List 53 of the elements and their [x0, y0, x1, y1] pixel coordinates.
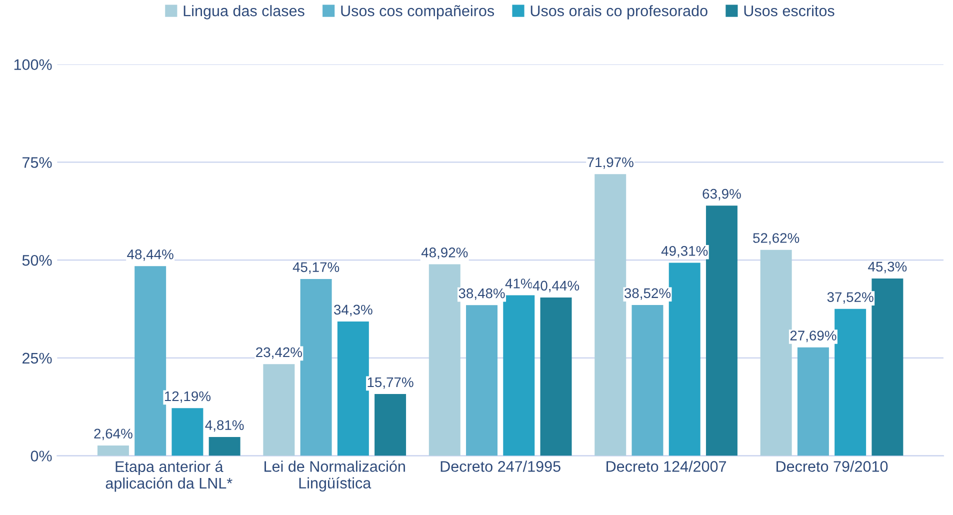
legend-label: Lingua das clases [184, 5, 304, 20]
bar [872, 278, 904, 456]
data-label: 45,3% [868, 262, 907, 274]
x-tick-label: Etapa anterior á aplicación da LNL* [106, 460, 232, 492]
x-tick-label: Decreto 247/1995 [440, 460, 560, 472]
x-tick-label: Decreto 79/2010 [776, 460, 888, 472]
data-label: 12,19% [164, 391, 211, 403]
data-label: 49,31% [661, 246, 708, 258]
bar [668, 262, 700, 456]
data-label: 71,97% [588, 157, 634, 169]
y-tick-label: 0% [30, 450, 52, 462]
legend-label: Usos orais co profesorado [530, 5, 708, 20]
data-label: 45,17% [292, 262, 340, 274]
y-tick-label: 50% [22, 254, 52, 266]
legend-label: Usos escritos [744, 5, 834, 16]
y-tick-label: 100% [14, 59, 52, 70]
y-tick-label: 75% [22, 157, 52, 168]
data-label: 27,69% [790, 330, 836, 342]
bar [263, 364, 295, 456]
x-tick-label: Lei de Normalización Lingüística [264, 460, 405, 492]
x-tick-label: Decreto 124/2007 [606, 460, 726, 472]
data-label: 48,44% [127, 249, 174, 261]
data-label: 41% [505, 278, 532, 288]
data-label: 4,81% [205, 420, 244, 432]
bar [760, 250, 792, 456]
bar [540, 297, 572, 456]
bar [428, 264, 460, 456]
bar [300, 278, 332, 456]
data-label: 23,42% [256, 347, 302, 359]
bar [374, 394, 406, 456]
bar [797, 347, 829, 456]
data-label: 15,77% [368, 377, 414, 389]
bar [594, 174, 626, 456]
bar [466, 305, 498, 456]
bar [834, 308, 866, 456]
bar [632, 305, 664, 456]
data-label: 2,64% [94, 428, 132, 440]
bar [208, 436, 240, 456]
legend-label: Usos cos compañeiros [341, 5, 494, 20]
bar [97, 445, 129, 456]
y-tick-label: 25% [22, 352, 52, 364]
data-label: 48,92% [421, 248, 468, 260]
bar [503, 295, 535, 456]
data-label: 37,52% [827, 292, 874, 304]
data-label: 52,62% [753, 233, 800, 245]
bar [172, 408, 204, 456]
data-label: 34,3% [334, 304, 372, 316]
bar [337, 322, 369, 456]
bar [134, 266, 166, 456]
data-label: 38,52% [624, 288, 671, 300]
data-label: 40,44% [532, 280, 580, 292]
data-label: 63,9% [702, 188, 741, 200]
data-label: 38,48% [458, 288, 505, 300]
